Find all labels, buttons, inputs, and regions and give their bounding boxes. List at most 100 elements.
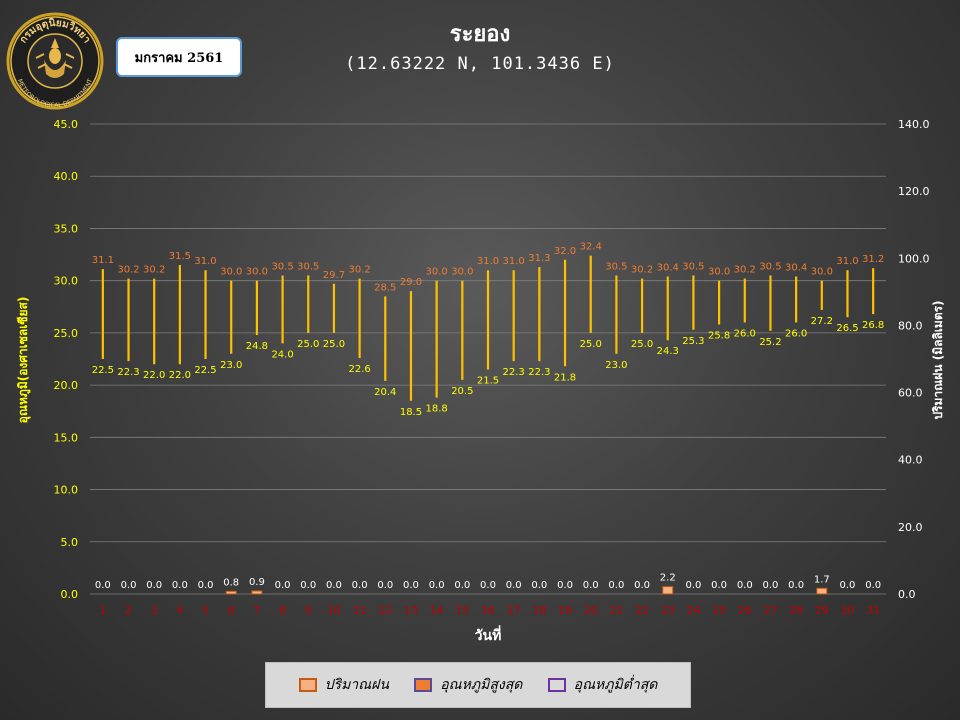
max-temp-label: 31.0: [194, 256, 216, 267]
rainfall-label: 2.2: [660, 573, 676, 584]
x-axis-tick-label: 18: [532, 604, 546, 617]
rainfall-label: 0.0: [531, 580, 547, 591]
rainfall-label: 0.0: [840, 580, 856, 591]
rainfall-label: 0.0: [454, 580, 470, 591]
right-axis-tick-label: 140.0: [898, 118, 930, 131]
max-temp-label: 30.2: [143, 265, 165, 276]
max-temp-label: 31.0: [503, 256, 525, 267]
rainfall-label: 0.0: [172, 580, 188, 591]
x-axis-tick-label: 20: [584, 604, 598, 617]
rainfall-label: 0.0: [403, 580, 419, 591]
max-temp-label: 31.5: [169, 251, 191, 262]
x-axis-tick-label: 19: [558, 604, 572, 617]
min-temp-label: 26.8: [862, 320, 884, 331]
x-axis-tick-label: 31: [866, 604, 880, 617]
x-axis-tick-label: 7: [253, 604, 260, 617]
rainfall-bar: [251, 590, 263, 595]
right-axis-tick-label: 20.0: [898, 521, 923, 534]
x-axis-tick-label: 1: [99, 604, 106, 617]
min-temp-label: 24.3: [657, 346, 679, 357]
min-temp-label: 21.8: [554, 372, 576, 383]
rainfall-bar: [816, 587, 828, 595]
x-axis-tick-label: 25: [712, 604, 726, 617]
left-axis-tick-label: 15.0: [54, 431, 79, 444]
max-temp-label: 30.2: [734, 265, 756, 276]
rainfall-label: 0.0: [506, 580, 522, 591]
min-temp-label: 22.5: [92, 365, 114, 376]
max-temp-label: 31.0: [477, 256, 499, 267]
min-temp-label: 25.0: [631, 339, 653, 350]
x-axis-tick-label: 11: [353, 604, 367, 617]
gridlines: [90, 123, 886, 595]
temperature-rainfall-chart: 0.05.010.015.020.025.030.035.040.045.0 0…: [16, 118, 930, 617]
x-axis-tick-label: 23: [661, 604, 675, 617]
rainfall-label: 0.0: [300, 580, 316, 591]
rainfall-label: 0.0: [634, 580, 650, 591]
rainfall-label: 0.0: [429, 580, 445, 591]
x-axis-tick-label: 15: [455, 604, 469, 617]
right-axis-tick-label: 100.0: [898, 252, 930, 265]
max-temp-label: 30.5: [297, 261, 319, 272]
max-temp-label: 30.5: [271, 261, 293, 272]
right-axis-tick-label: 0.0: [898, 588, 916, 601]
min-temp-label: 23.0: [605, 360, 627, 371]
min-temp-label: 25.2: [759, 337, 781, 348]
data-labels: 31.1 22.5 0.0 30.2 22.3 0.0 30.2 22.0 0.0 31.5 22.…: [92, 242, 885, 591]
chart-legend: ปริมาณฝน อุณหภูมิสูงสุด อุณหภูมิต่ำสุด: [265, 662, 691, 708]
rainfall-label: 0.0: [685, 580, 701, 591]
rainfall-label: 0.0: [198, 580, 214, 591]
left-axis-tick-label: 0.0: [61, 588, 79, 601]
rainfall-label: 0.0: [762, 580, 778, 591]
max-temp-label: 30.0: [246, 267, 268, 278]
legend-label-max-temp: อุณหภูมิสูงสุด: [440, 677, 523, 693]
max-temp-label: 30.0: [426, 267, 448, 278]
x-axis-tick-label: 8: [279, 604, 286, 617]
x-axis-tick-label: 10: [327, 604, 341, 617]
rainfall-label: 0.0: [711, 580, 727, 591]
min-temp-label: 22.0: [169, 370, 191, 381]
min-temp-label: 22.0: [143, 370, 165, 381]
min-temp-label: 18.8: [426, 404, 448, 415]
x-axis-tick-label: 14: [430, 604, 444, 617]
min-temp-label: 23.0: [220, 360, 242, 371]
max-temp-label: 32.0: [554, 246, 576, 257]
left-axis-tick-label: 45.0: [54, 118, 79, 131]
meteorological-department-logo: กรมอุตุนิยมวิทยา METEOROLOGICAL DEPARTME…: [6, 8, 104, 114]
right-axis-tick-label: 60.0: [898, 387, 923, 400]
x-axis-tick-label: 4: [176, 604, 183, 617]
min-temp-label: 24.8: [246, 341, 268, 352]
left-axis-ticks: 0.0 5.0 10.0 15.0 20.0 25.0 30.0 35.0 40.0 45.0: [54, 118, 79, 601]
rainfall-label: 0.0: [557, 580, 573, 591]
max-temp-label: 30.0: [811, 267, 833, 278]
legend-swatch-max-temp: [414, 678, 433, 692]
rainfall-label: 0.0: [583, 580, 599, 591]
x-axis-tick-label: 2: [125, 604, 132, 617]
x-axis-tick-label: 3: [151, 604, 158, 617]
min-temp-label: 21.5: [477, 375, 499, 386]
min-temp-label: 22.3: [503, 367, 525, 378]
max-temp-label: 32.4: [580, 242, 602, 253]
max-temp-label: 30.2: [348, 265, 370, 276]
x-axis-tick-label: 13: [404, 604, 418, 617]
min-temp-label: 25.0: [580, 339, 602, 350]
rainfall-label: 0.0: [146, 580, 162, 591]
x-axis-ticks: 1 2 3 4 5 6 7 8 9 10 11 12 13 14 15 16 17 18 19 20 21 22 23 24 2…: [99, 604, 880, 617]
rainfall-label: 0.0: [121, 580, 137, 591]
rainfall-label: 0.0: [95, 580, 111, 591]
month-label-box: มกราคม 2561: [116, 37, 242, 77]
x-axis-tick-label: 5: [202, 604, 209, 617]
max-temp-label: 30.5: [682, 261, 704, 272]
left-axis-label: อุณหภูมิ(องศาเซลเซียส): [16, 297, 31, 424]
x-axis-tick-label: 24: [686, 604, 700, 617]
min-temp-label: 25.0: [323, 339, 345, 350]
max-temp-label: 30.0: [451, 267, 473, 278]
x-axis-tick-label: 21: [609, 604, 623, 617]
rainfall-label: 0.0: [326, 580, 342, 591]
temperature-range-bars: [101, 255, 875, 401]
x-axis-tick-label: 16: [481, 604, 495, 617]
rainfall-label: 0.0: [737, 580, 753, 591]
min-temp-label: 24.0: [271, 349, 293, 360]
min-temp-label: 27.2: [811, 316, 833, 327]
rainfall-label: 0.0: [480, 580, 496, 591]
right-axis-tick-label: 120.0: [898, 185, 930, 198]
